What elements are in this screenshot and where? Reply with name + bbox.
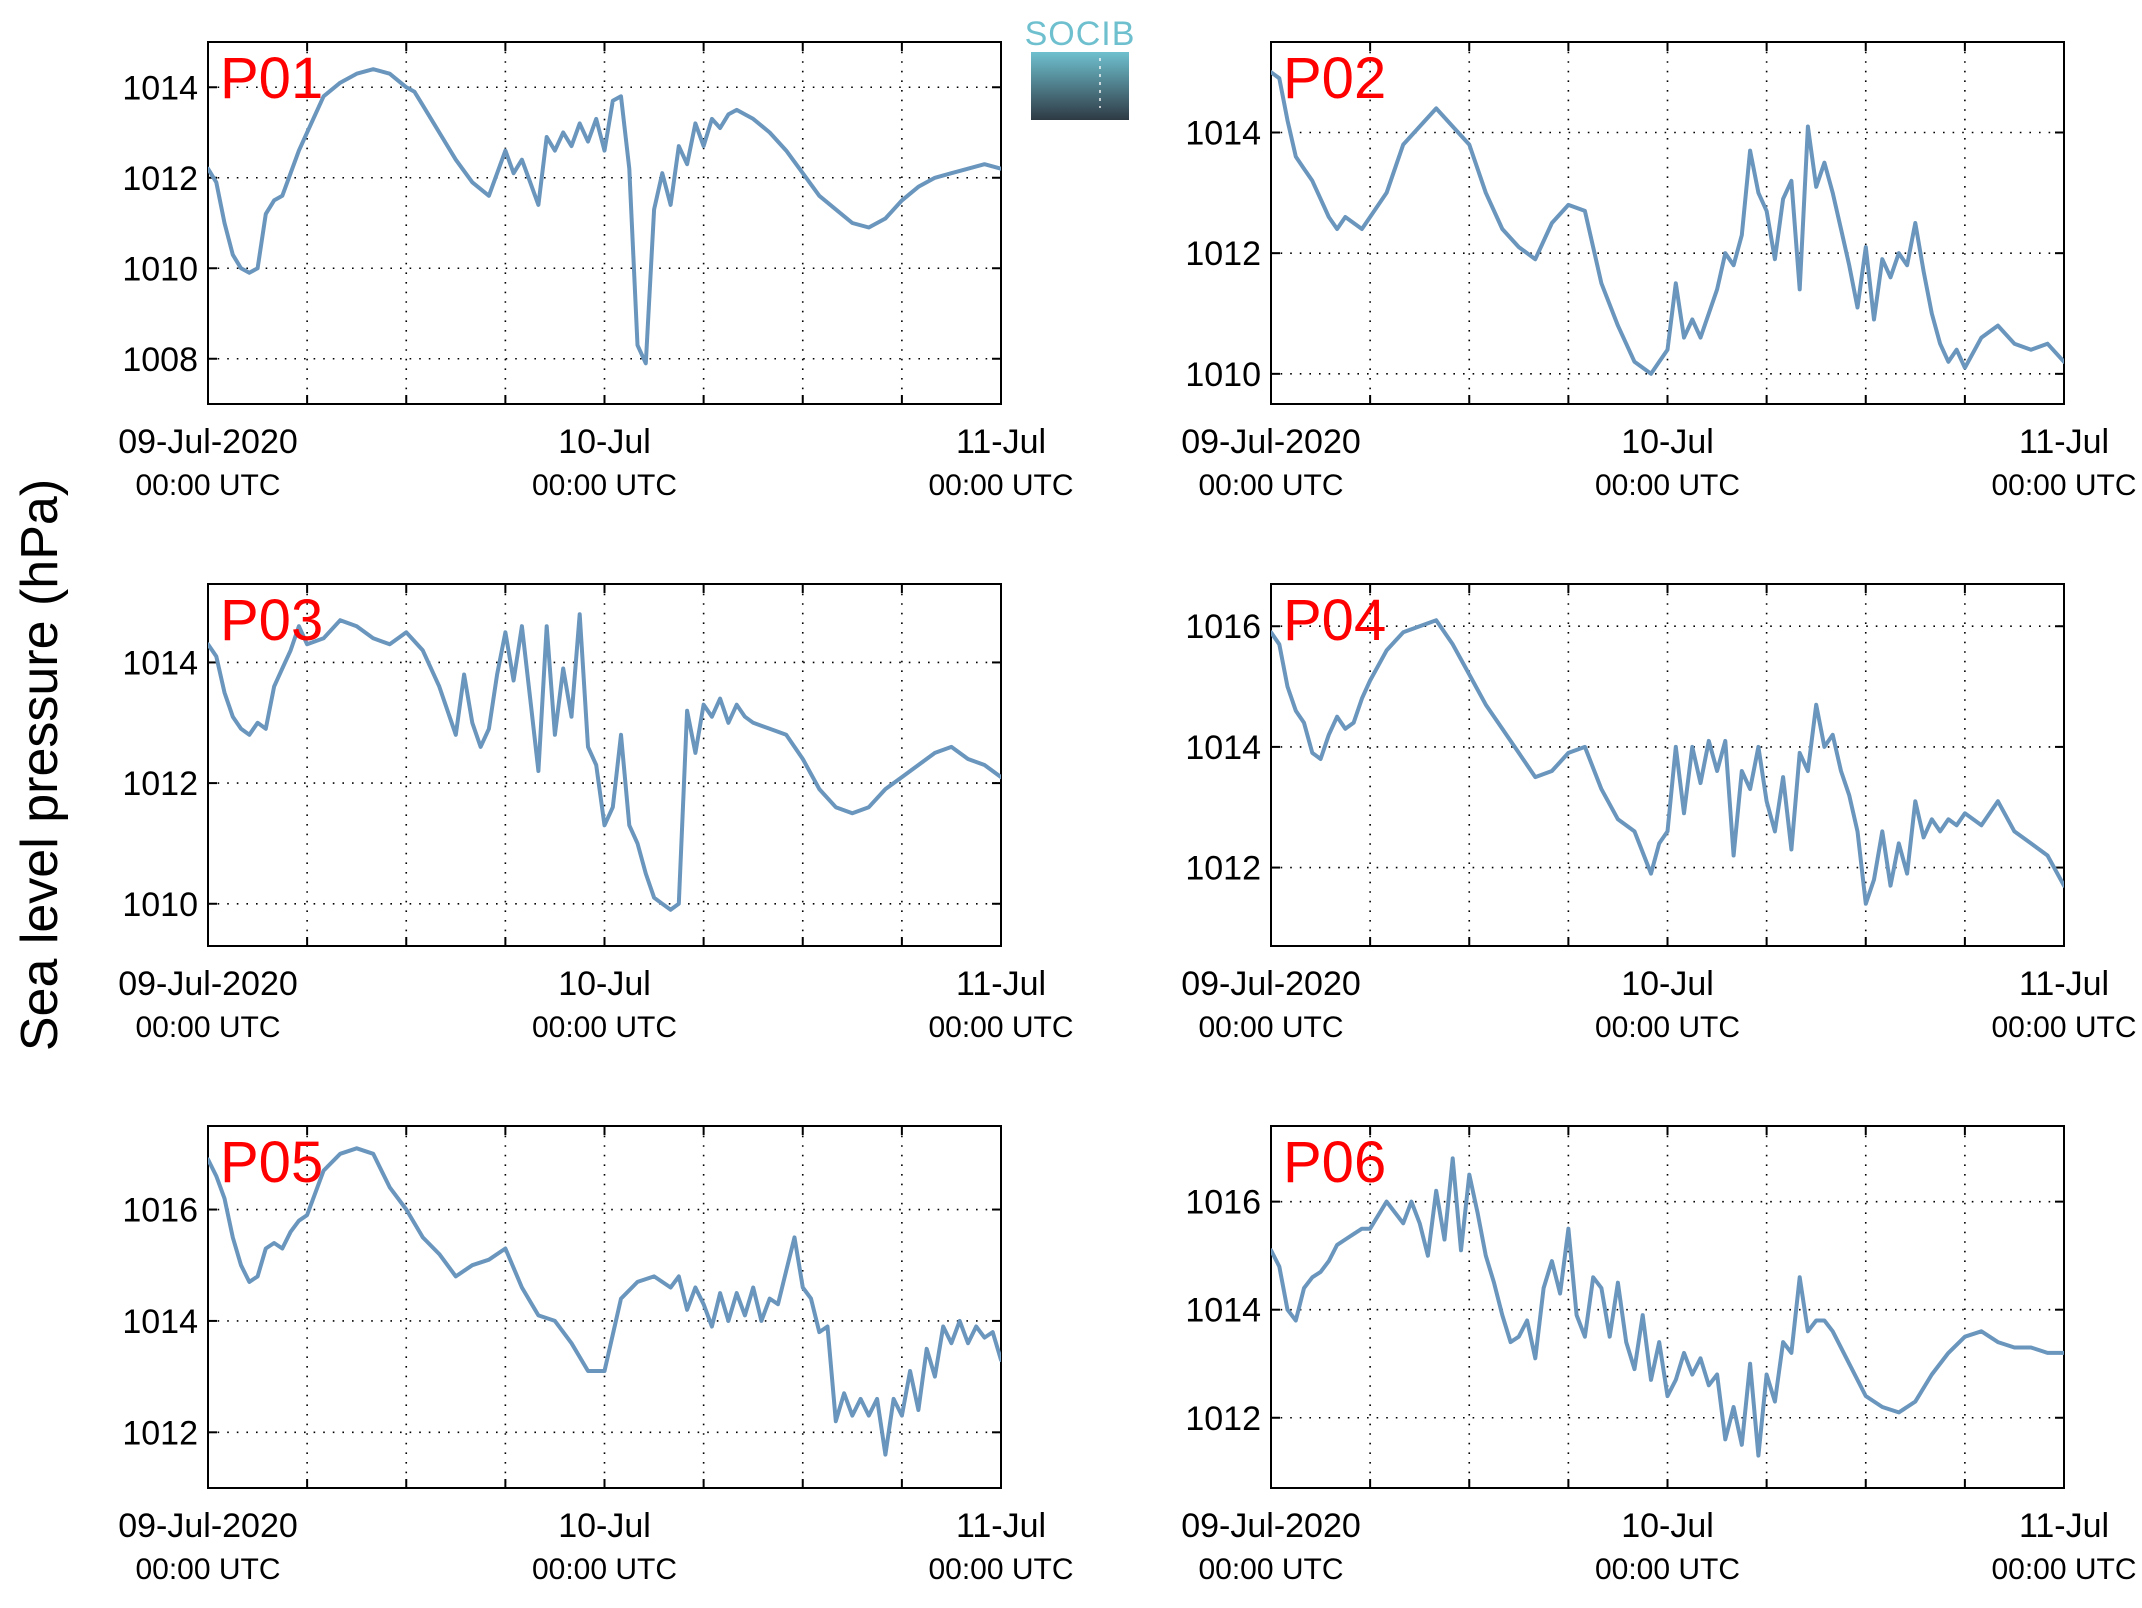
x-tick-sublabel: 00:00 UTC xyxy=(928,1553,1073,1586)
logo-text: SOCIB xyxy=(1025,15,1136,53)
x-tick-sublabel: 00:00 UTC xyxy=(1991,1011,2136,1044)
y-tick-label: 1012 xyxy=(122,765,198,803)
y-tick-label: 1008 xyxy=(122,341,198,379)
pressure-series-line xyxy=(208,1146,1001,1457)
x-tick-sublabel: 00:00 UTC xyxy=(1198,1011,1343,1044)
pressure-series-line xyxy=(208,612,1001,912)
y-tick-label: 1012 xyxy=(1185,235,1261,273)
panel-title: P05 xyxy=(220,1130,323,1195)
x-tick-sublabel: 00:00 UTC xyxy=(1198,1553,1343,1586)
y-tick-label: 1014 xyxy=(122,644,198,682)
pressure-series-line xyxy=(208,67,1001,366)
pressure-series-line xyxy=(1271,618,2064,906)
y-tick-label: 1010 xyxy=(122,886,198,924)
x-tick-label: 09-Jul-2020 xyxy=(1181,1507,1361,1545)
panel-title: P01 xyxy=(220,46,323,111)
y-tick-label: 1014 xyxy=(122,1303,198,1341)
y-tick-label: 1010 xyxy=(1185,356,1261,394)
panel-title: P03 xyxy=(220,588,323,653)
x-tick-label: 11-Jul xyxy=(2019,965,2109,1003)
x-tick-label: 10-Jul xyxy=(558,1507,651,1545)
y-tick-label: 1014 xyxy=(1185,115,1261,153)
x-tick-label: 09-Jul-2020 xyxy=(1181,965,1361,1003)
x-tick-label: 10-Jul xyxy=(1621,1507,1714,1545)
panel-p06: 1012 1014 1016 09-Jul-2020 00:00 UTC 10-Jul 00… xyxy=(1181,1125,2137,1586)
y-tick-label: 1012 xyxy=(122,160,198,198)
panel-p02: 1010 1012 1014 09-Jul-2020 00:00 UTC 10-Jul 00… xyxy=(1181,41,2137,502)
logo-block xyxy=(1031,52,1129,120)
panel-title: P04 xyxy=(1283,588,1386,653)
x-tick-sublabel: 00:00 UTC xyxy=(1595,1553,1740,1586)
x-tick-label: 11-Jul xyxy=(956,965,1046,1003)
socib-logo: SOCIB xyxy=(1025,15,1136,120)
y-tick-label: 1016 xyxy=(1185,608,1261,646)
x-tick-label: 09-Jul-2020 xyxy=(118,1507,298,1545)
x-tick-label: 09-Jul-2020 xyxy=(1181,423,1361,461)
y-tick-label: 1010 xyxy=(122,250,198,288)
y-tick-label: 1016 xyxy=(122,1192,198,1230)
x-tick-label: 10-Jul xyxy=(1621,965,1714,1003)
x-tick-sublabel: 00:00 UTC xyxy=(1991,1553,2136,1586)
y-tick-label: 1012 xyxy=(1185,1400,1261,1438)
x-tick-sublabel: 00:00 UTC xyxy=(928,469,1073,502)
x-tick-label: 11-Jul xyxy=(2019,1507,2109,1545)
x-tick-sublabel: 00:00 UTC xyxy=(1595,1011,1740,1044)
y-tick-label: 1012 xyxy=(122,1414,198,1452)
x-tick-label: 11-Jul xyxy=(956,423,1046,461)
panel-p04: 1012 1014 1016 09-Jul-2020 00:00 UTC 10-Jul 00… xyxy=(1181,583,2137,1044)
y-tick-label: 1016 xyxy=(1185,1184,1261,1222)
panel-p01: 1008 1010 1012 1014 09-Jul-2020 00:00 UTC 10-J… xyxy=(118,41,1074,502)
pressure-series-line xyxy=(1271,70,2064,376)
panel-p05: 1012 1014 1016 09-Jul-2020 00:00 UTC 10-Jul 00… xyxy=(118,1125,1074,1586)
pressure-series-line xyxy=(1271,1156,2064,1458)
y-axis-label: Sea level pressure (hPa) xyxy=(11,479,69,1051)
x-tick-sublabel: 00:00 UTC xyxy=(1595,469,1740,502)
panels: 1008 1010 1012 1014 09-Jul-2020 00:00 UTC 10-J… xyxy=(118,41,2137,1586)
y-tick-label: 1014 xyxy=(122,69,198,107)
y-tick-label: 1014 xyxy=(1185,729,1261,767)
x-tick-label: 11-Jul xyxy=(956,1507,1046,1545)
x-tick-label: 09-Jul-2020 xyxy=(118,965,298,1003)
x-tick-sublabel: 00:00 UTC xyxy=(135,469,280,502)
x-tick-sublabel: 00:00 UTC xyxy=(532,1553,677,1586)
x-tick-label: 10-Jul xyxy=(558,423,651,461)
x-tick-label: 11-Jul xyxy=(2019,423,2109,461)
y-tick-label: 1012 xyxy=(1185,850,1261,888)
x-tick-sublabel: 00:00 UTC xyxy=(532,1011,677,1044)
x-tick-sublabel: 00:00 UTC xyxy=(135,1011,280,1044)
x-tick-sublabel: 00:00 UTC xyxy=(928,1011,1073,1044)
x-tick-label: 10-Jul xyxy=(1621,423,1714,461)
panel-title: P06 xyxy=(1283,1130,1386,1195)
panel-title: P02 xyxy=(1283,46,1386,111)
x-tick-sublabel: 00:00 UTC xyxy=(1198,469,1343,502)
x-tick-label: 09-Jul-2020 xyxy=(118,423,298,461)
x-tick-sublabel: 00:00 UTC xyxy=(532,469,677,502)
panel-p03: 1010 1012 1014 09-Jul-2020 00:00 UTC 10-Jul 00… xyxy=(118,583,1074,1044)
x-tick-label: 10-Jul xyxy=(558,965,651,1003)
x-tick-sublabel: 00:00 UTC xyxy=(135,1553,280,1586)
y-tick-label: 1014 xyxy=(1185,1292,1261,1330)
x-tick-sublabel: 00:00 UTC xyxy=(1991,469,2136,502)
